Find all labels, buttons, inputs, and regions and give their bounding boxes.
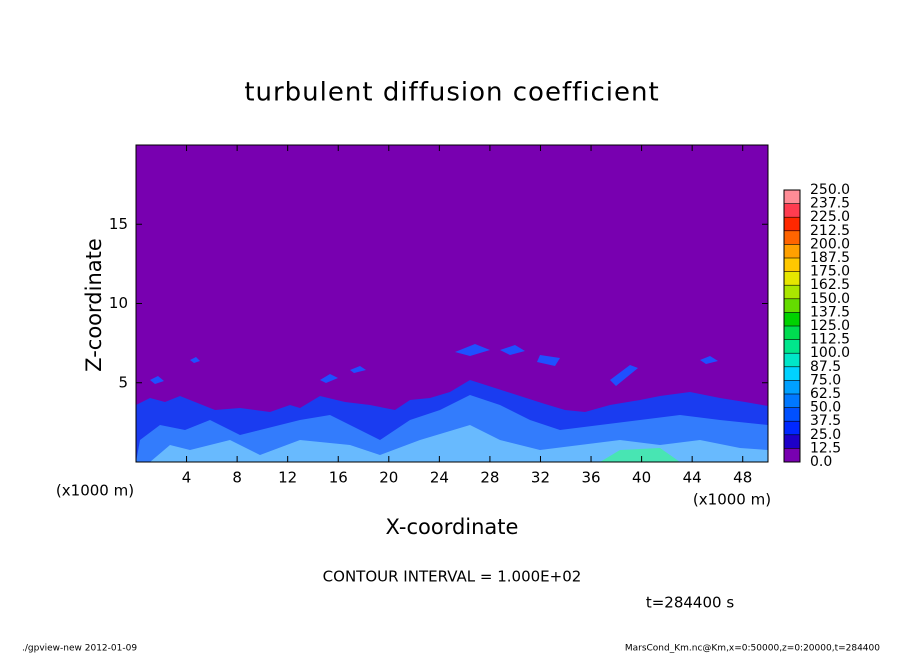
colorbar-label: 12.5 [810, 440, 841, 456]
colorbar-band [784, 380, 800, 394]
colorbar-band [784, 366, 800, 381]
colorbar-label: 0.0 [810, 454, 832, 470]
colorbar-label: 87.5 [810, 359, 841, 375]
colorbar-band [784, 339, 800, 354]
colorbar-label: 175.0 [810, 264, 850, 280]
x-unit-label: (x1000 m) [693, 491, 771, 509]
colorbar-band [784, 421, 800, 435]
colorbar-band [784, 353, 800, 367]
colorbar-label: 225.0 [810, 209, 850, 225]
turbulent-field [136, 344, 768, 462]
colorbar-band [784, 203, 800, 218]
colorbar-band [784, 394, 800, 408]
colorbar-band [784, 434, 800, 449]
colorbar-label: 125.0 [810, 318, 850, 334]
x-tick-label: 40 [632, 469, 651, 487]
colorbar-label: 62.5 [810, 386, 841, 402]
colorbar-band [784, 271, 800, 286]
colorbar-band [784, 298, 800, 313]
colorbar-band [784, 190, 800, 204]
time-label: t=284400 s [646, 594, 734, 612]
y-axis-label: Z-coordinate [82, 238, 106, 372]
colorbar-band [784, 244, 800, 258]
x-axis-label: X-coordinate [386, 515, 519, 539]
colorbar-label: 75.0 [810, 372, 841, 388]
colorbar-label: 100.0 [810, 345, 850, 361]
colorbar-label: 137.5 [810, 304, 850, 320]
colorbar-label: 250.0 [810, 182, 850, 198]
x-tick-label: 32 [531, 469, 550, 487]
colorbar-band [784, 407, 800, 422]
colorbar-label: 25.0 [810, 427, 841, 443]
footer-right: MarsCond_Km.nc@Km,x=0:50000,z=0:20000,t=… [625, 644, 880, 654]
colorbar-band [784, 326, 800, 340]
x-tick-label: 16 [329, 469, 348, 487]
colorbar-band [784, 217, 800, 231]
y-tick-label: 15 [109, 215, 128, 233]
colorbar-label: 162.5 [810, 277, 850, 293]
colorbar-label: 50.0 [810, 400, 841, 416]
x-tick-label: 24 [430, 469, 449, 487]
colorbar-band [784, 230, 800, 245]
x-tick-label: 8 [232, 469, 242, 487]
x-tick-label: 12 [278, 469, 297, 487]
x-tick-label: 20 [379, 469, 398, 487]
x-tick-label: 28 [480, 469, 499, 487]
footer-left: ./gpview-new 2012-01-09 [22, 644, 137, 654]
colorbar-label: 200.0 [810, 236, 850, 252]
x-tick-label: 44 [683, 469, 702, 487]
colorbar-band [784, 285, 800, 299]
colorbar-label: 187.5 [810, 250, 850, 266]
colorbar-band [784, 312, 800, 326]
colorbar-band [784, 258, 800, 272]
y-tick-label: 5 [118, 373, 128, 391]
colorbar-label: 150.0 [810, 291, 850, 307]
chart-title: turbulent diffusion coefficient [244, 78, 659, 108]
z-unit-label: (x1000 m) [56, 482, 134, 500]
y-tick-label: 10 [109, 294, 128, 312]
colorbar-band [784, 448, 800, 462]
contour-interval: CONTOUR INTERVAL = 1.000E+02 [323, 568, 582, 586]
colorbar-label: 112.5 [810, 332, 850, 348]
colorbar-label: 37.5 [810, 413, 841, 429]
x-tick-label: 36 [581, 469, 600, 487]
x-tick-label: 4 [182, 469, 192, 487]
colorbar-label: 237.5 [810, 196, 850, 212]
colorbar-label: 212.5 [810, 223, 850, 239]
x-tick-label: 48 [733, 469, 752, 487]
